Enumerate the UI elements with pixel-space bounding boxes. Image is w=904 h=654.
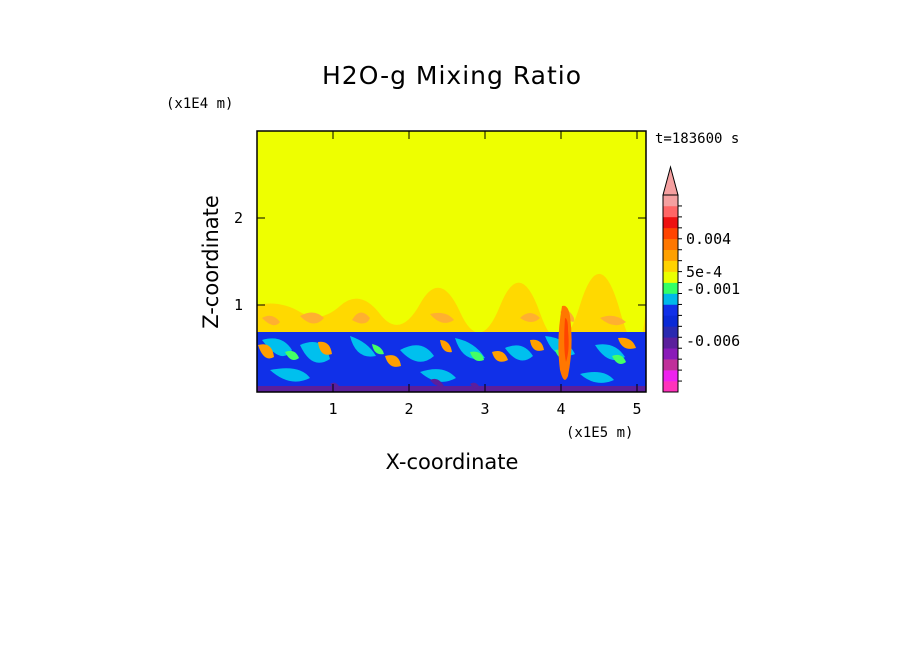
chart-title: H2O-g Mixing Ratio [322,61,582,90]
colorbar-extend-arrow [662,165,679,196]
y-axis-label: Z-coordinate [199,195,223,329]
colorbar-segment [663,260,678,272]
transition-wisps [262,310,626,326]
transition-layer [257,273,646,346]
colorbar-segment [663,216,678,229]
x-tick-label: 4 [556,400,565,418]
colorbar-label: 0.004 [686,230,731,248]
lower-layer-orange [258,337,636,367]
colorbar-segment [663,249,678,261]
colorbar-segment [663,271,678,283]
plume [558,305,572,380]
y-scale-note: (x1E4 m) [166,96,233,112]
colorbar-segment [663,293,678,305]
colorbar-segment [663,348,678,360]
colorbar-segment [663,359,678,371]
colorbar-label: -0.001 [686,280,740,298]
x-tick-label: 5 [632,400,641,418]
y-tick-label: 1 [234,296,243,314]
colorbar-segment [663,337,678,349]
colorbar-segment [663,326,678,338]
colorbar-segment [663,304,678,316]
colorbar-label: -0.006 [686,332,740,350]
colorbar-segment [663,370,678,382]
colorbar [662,165,682,393]
colorbar-segment [663,238,678,251]
colorbar-segment [663,315,678,327]
x-scale-note: (x1E5 m) [566,425,633,441]
colorbar-segment [663,205,678,218]
y-tick-label: 2 [234,209,243,227]
plot-area [257,131,646,392]
x-tick-label: 1 [328,400,337,418]
x-tick-label: 3 [480,400,489,418]
colorbar-segment [663,195,678,207]
colorbar-segment [663,227,678,240]
lower-layer-green [285,344,626,364]
x-axis [332,131,638,392]
plot-frame [256,130,647,393]
colorbar-segment [663,282,678,294]
colorbar-segment [663,381,678,393]
time-label: t=183600 s [655,131,739,147]
y-axis [257,217,646,306]
colorbar-label: 5e-4 [686,263,722,281]
x-axis-label: X-coordinate [386,450,519,474]
x-tick-label: 2 [404,400,413,418]
